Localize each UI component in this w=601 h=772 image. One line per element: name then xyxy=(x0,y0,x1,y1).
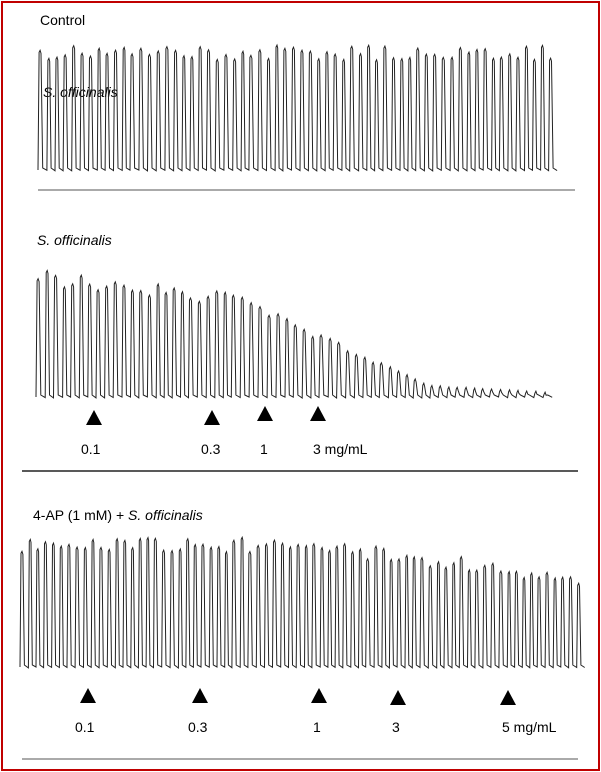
arrow-marker xyxy=(500,690,516,705)
dose-label: 0.3 xyxy=(188,719,208,735)
trace-officinalis xyxy=(35,269,553,399)
trace-4ap xyxy=(19,535,585,669)
dose-label: 1 xyxy=(260,441,268,457)
4ap-label-prefix: 4-AP (1 mM) + xyxy=(33,507,129,523)
trace-control xyxy=(37,43,558,173)
dose-label: 5 mg/mL xyxy=(502,719,557,735)
arrow-marker xyxy=(390,690,406,705)
arrow-marker xyxy=(192,688,208,703)
dose-label: 0.3 xyxy=(201,441,221,457)
arrow-marker xyxy=(311,688,327,703)
dose-label: 3 mg/mL xyxy=(313,441,368,457)
dose-label: 3 xyxy=(392,719,400,735)
4ap-panel-label: 4-AP (1 mM) + S. officinalis xyxy=(33,507,203,523)
arrow-marker xyxy=(86,410,102,425)
dose-label: 0.1 xyxy=(81,441,101,457)
control-label: Control xyxy=(40,12,86,28)
dose-label: 0.1 xyxy=(75,719,95,735)
arrow-marker xyxy=(204,410,220,425)
4ap-label-species: S. officinalis xyxy=(128,507,203,523)
arrow-marker xyxy=(310,406,326,421)
arrow-marker xyxy=(257,406,273,421)
arrow-marker xyxy=(80,688,96,703)
officinalis-panel-label: S. officinalis xyxy=(37,232,112,248)
dose-label: 1 xyxy=(313,719,321,735)
